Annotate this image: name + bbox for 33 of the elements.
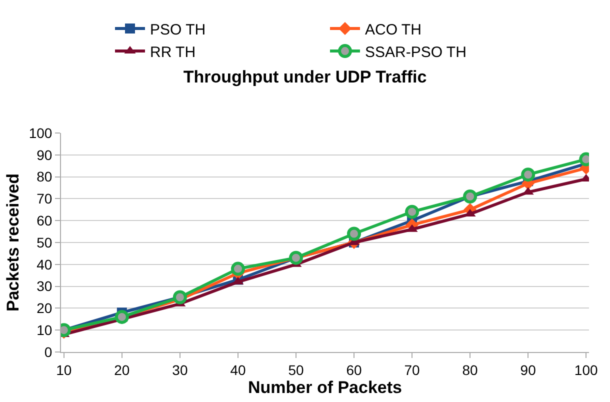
y-axis-title: Packets received [3,174,22,312]
point [347,226,362,241]
legend-label: RR TH [150,44,196,61]
point [521,168,536,182]
y-tick-label: 100 [28,124,52,141]
x-tick-label: 100 [574,362,598,378]
x-tick-label: 90 [520,362,536,378]
y-tick-label: 30 [36,278,52,294]
y-tick-label: 80 [36,168,52,185]
x-tick-label: 20 [114,362,130,378]
y-tick-label: 10 [36,322,52,338]
x-tick-label: 30 [172,362,188,378]
point [230,262,245,276]
x-tick-label: 50 [288,362,304,378]
y-tick-label: 90 [36,146,52,163]
legend-label: PSO TH [150,21,206,38]
point [463,190,478,204]
y-tick-label: 0 [44,344,52,360]
y-tick-label: 50 [36,234,52,250]
legend-label: ACO TH [365,21,422,38]
y-tick-label: 20 [36,300,52,316]
y-tick-label: 60 [36,212,52,228]
legend-label: SSAR-PSO TH [365,44,466,61]
chart-title: Throughput under UDP Traffic [183,67,427,86]
x-tick-label: 60 [346,362,362,378]
y-tick-label: 40 [36,256,52,272]
x-axis-title: Number of Packets [248,378,402,397]
x-tick-label: 80 [462,362,478,378]
x-tick-label: 70 [404,362,420,378]
y-tick-label: 70 [36,190,52,207]
x-tick-label: 40 [230,362,246,378]
point [405,204,420,219]
x-tick-label: 10 [56,362,72,378]
